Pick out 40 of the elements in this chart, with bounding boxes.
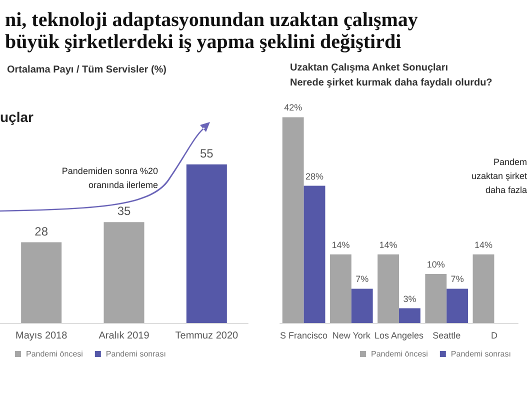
- data-label: 14%: [379, 240, 398, 250]
- legend-label: Pandemi sonrası: [106, 350, 166, 358]
- data-label: 55: [200, 146, 214, 160]
- bar: [330, 254, 352, 323]
- chart-subtitle: Ortalama Payı / Tüm Servisler (%): [7, 64, 167, 76]
- bar: [425, 274, 447, 323]
- legend-label: Pandemi öncesi: [371, 350, 428, 358]
- data-label: 42%: [284, 102, 302, 113]
- chart-subtitle: Nerede şirket kurmak daha faydalı olurdu?: [290, 78, 492, 88]
- legend-label: Pandemi sonrası: [450, 350, 511, 358]
- data-label: 3%: [403, 294, 416, 304]
- bar: [378, 254, 399, 323]
- data-label: 7%: [356, 274, 369, 284]
- bar: [446, 288, 468, 323]
- x-tick-label: S Francisco: [280, 330, 328, 340]
- data-label: 28: [34, 224, 48, 238]
- data-label: 7%: [450, 274, 464, 284]
- data-label: 14%: [332, 240, 350, 250]
- x-tick-label: New York: [332, 330, 371, 340]
- bar: [351, 288, 373, 323]
- chart-title: ni, teknoloji adaptasyonundan uzaktan çalışmay büyük şirketlerdeki iş yapma şeklini değiştirdi: [5, 9, 418, 53]
- x-tick-label: D: [490, 330, 498, 340]
- bar: [472, 254, 494, 323]
- data-label: 35: [117, 204, 131, 218]
- x-tick-label: Mayıs 2018: [15, 330, 68, 342]
- data-label: 28%: [306, 171, 324, 182]
- annotation: Pandemiden sonra %20 oranında ilerleme: [62, 166, 158, 190]
- x-tick-label: Seattle: [432, 330, 461, 340]
- text: uçlar: [0, 109, 34, 125]
- data-label: 14%: [474, 240, 492, 250]
- annotation: Pandem uzaktan şirket daha fazla: [471, 157, 528, 195]
- x-tick-label: Aralık 2019: [98, 330, 150, 342]
- bar: [282, 117, 304, 323]
- chart-title: Uzaktan Çalışma Anket Sonuçları: [290, 62, 448, 74]
- legend-label: Pandemi öncesi: [26, 350, 84, 358]
- bar: [399, 308, 420, 323]
- data-label: 10%: [426, 260, 445, 270]
- x-tick-label: Los Angeles: [374, 330, 424, 340]
- bar: [304, 186, 326, 323]
- x-tick-label: Temmuz 2020: [175, 330, 239, 342]
